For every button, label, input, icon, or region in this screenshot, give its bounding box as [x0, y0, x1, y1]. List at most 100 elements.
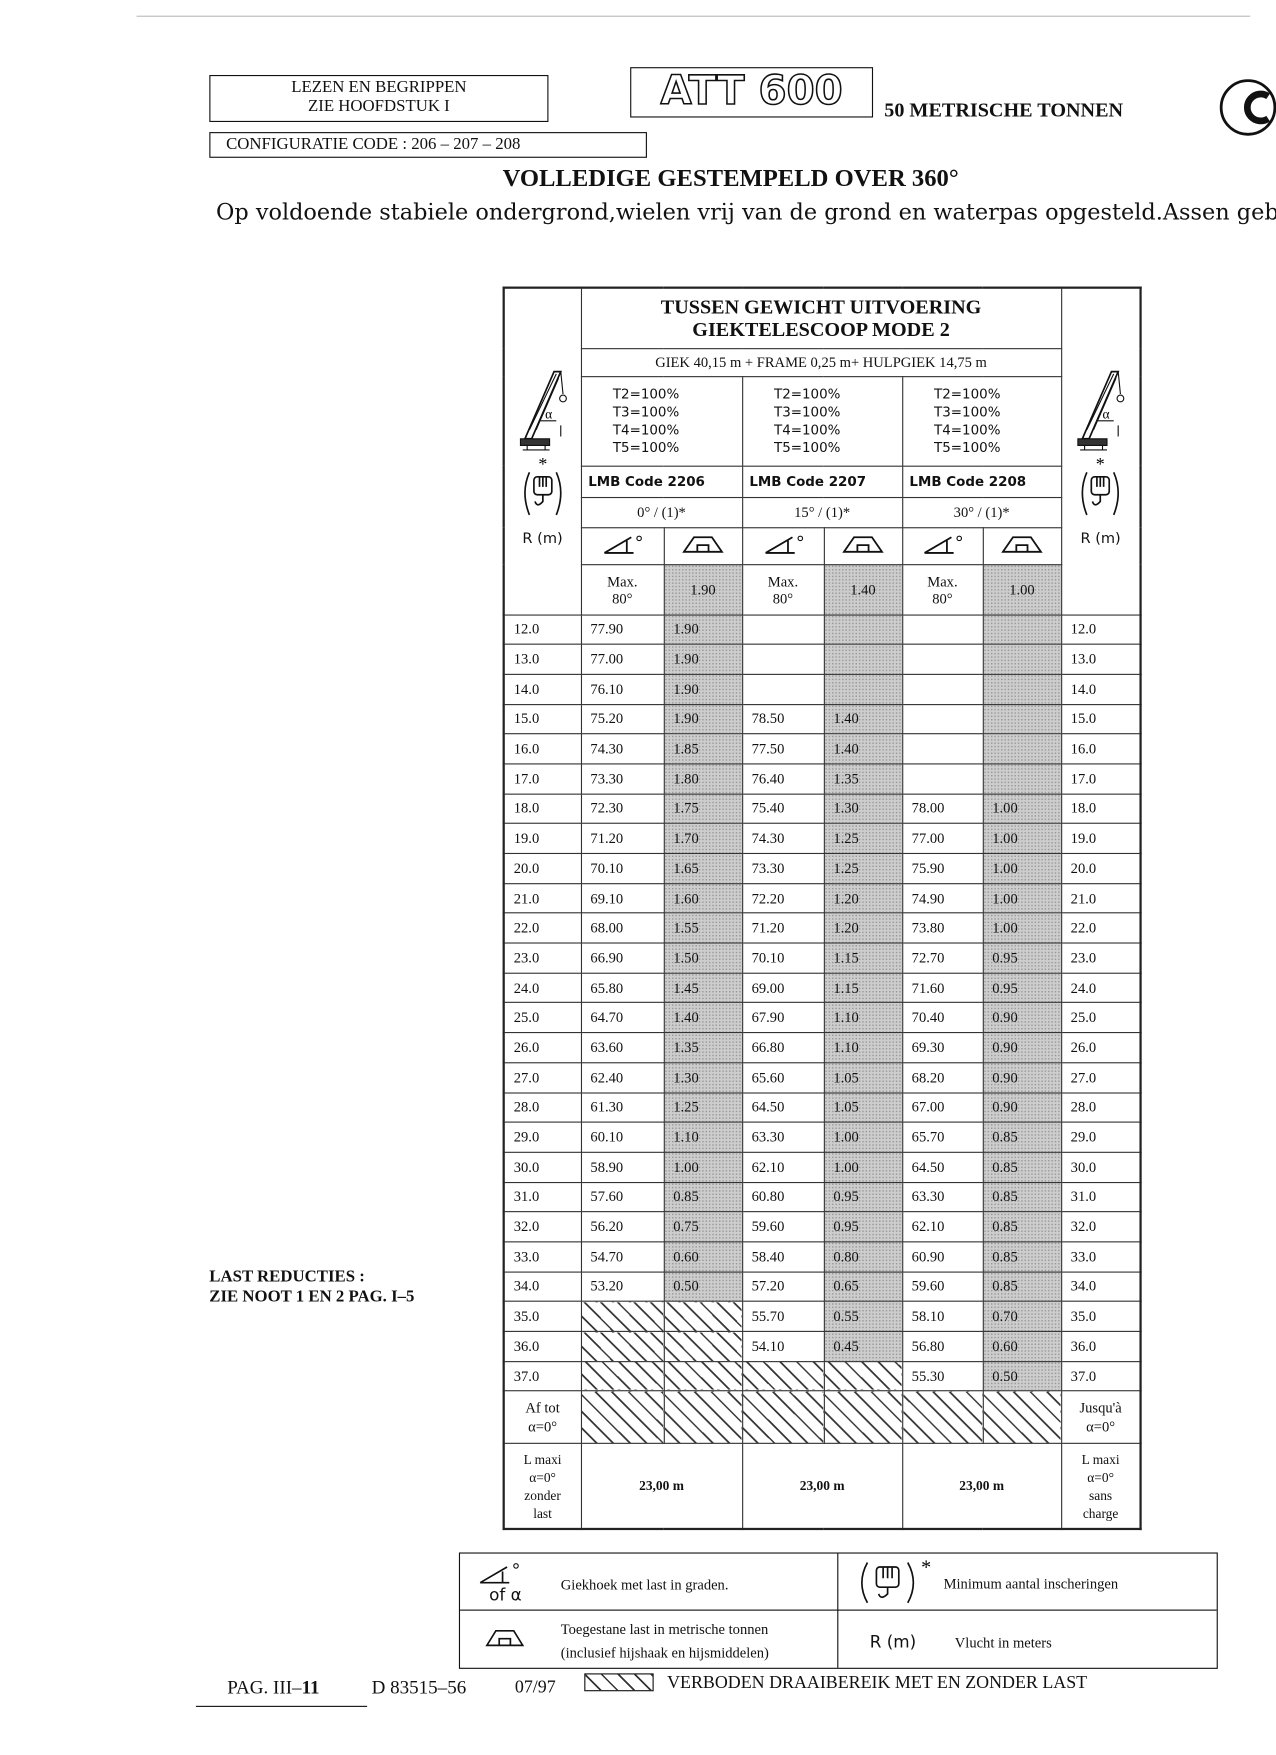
- radius-value: 1.65: [663, 852, 743, 884]
- data-row: 33.0 54.70 0.60 58.40 0.80 60.90 0.85 33.0: [503, 1241, 1142, 1273]
- load-value: 53.20: [580, 1271, 665, 1303]
- load-value: 76.10: [580, 673, 665, 705]
- load-icon: [825, 532, 901, 559]
- radius: 15.0: [503, 703, 582, 735]
- max-angle: Max. 80°: [580, 563, 665, 616]
- radius: 27.0: [503, 1062, 582, 1093]
- telescope: T2=100%: [773, 386, 841, 402]
- radius: 35.0: [503, 1300, 582, 1332]
- load-value: 59.60: [901, 1271, 984, 1303]
- load-value: 66.90: [580, 942, 665, 974]
- legend: of α Giekhoek met last in graden. * Mini…: [458, 1552, 1218, 1669]
- radius-value: 1.75: [663, 793, 743, 825]
- radius-value: [982, 613, 1062, 645]
- radius: 21.0: [1060, 882, 1142, 914]
- radius: 24.0: [1060, 972, 1142, 1004]
- zero-row: Af tot α=0° Jusqu'à α=0°: [503, 1390, 1142, 1445]
- telescope: T4=100%: [773, 421, 841, 438]
- radius-value: [823, 613, 903, 645]
- angle-icon-part: [956, 535, 963, 541]
- load-value: 69.30: [901, 1032, 984, 1064]
- radius-value: 1.50: [663, 942, 743, 974]
- hook-icon: *: [505, 454, 580, 524]
- radius: 25.0: [503, 1002, 582, 1034]
- load-value: [741, 673, 825, 705]
- radius-value: 0.70: [982, 1300, 1062, 1332]
- load-value: 62.40: [580, 1062, 665, 1093]
- radius: 36.0: [503, 1330, 582, 1362]
- load-value: 57.20: [741, 1271, 825, 1303]
- forbidden: [741, 1390, 825, 1445]
- telescope: T5=100%: [773, 439, 841, 456]
- data-row: 29.0 60.10 1.10 63.30 1.00 65.70 0.85 29.0: [503, 1121, 1142, 1153]
- lmax-label: L maxi α=0° sans charge: [1060, 1443, 1142, 1530]
- data-row: 31.0 57.60 0.85 60.80 0.95 63.30 0.85 31.0: [503, 1181, 1142, 1213]
- radius: 30.0: [503, 1151, 582, 1183]
- radius: 18.0: [1060, 793, 1142, 825]
- load-value: 63.30: [901, 1181, 984, 1213]
- table-title-line: GIEKTELESCOOP MODE 2: [692, 318, 950, 341]
- radius: 37.0: [1060, 1360, 1142, 1392]
- read-notice-line: LEZEN EN BEGRIPPEN: [291, 78, 467, 97]
- load-icon-part: [842, 535, 884, 553]
- angle-icon-part: [603, 535, 642, 554]
- svg-text:*: *: [921, 1558, 930, 1579]
- table-title-line: TUSSEN GEWICHT UITVOERING: [660, 295, 982, 319]
- radius: 28.0: [1060, 1091, 1142, 1123]
- max-angle-line: 80°: [772, 589, 794, 607]
- angle-icon-part: [764, 535, 803, 554]
- radius-value: 1.00: [982, 882, 1062, 914]
- hook-icon-part: *: [523, 454, 562, 516]
- load-value: 56.20: [580, 1211, 665, 1243]
- header-row: T2=100% T3=100% T4=100% T5=100% T2=100% T3=10…: [504, 375, 1141, 467]
- radius: 19.0: [503, 823, 582, 855]
- model: ATT 600: [660, 67, 844, 115]
- load-value: 58.40: [741, 1241, 825, 1273]
- load-value: 60.90: [901, 1241, 984, 1273]
- crane-icon-part: α: [1077, 370, 1125, 451]
- header-row: 0° / (1)* 15° / (1)* 30° / (1)*: [504, 496, 1141, 528]
- radius: 26.0: [503, 1032, 582, 1064]
- radius: 29.0: [503, 1121, 582, 1153]
- telescopes: T2=100% T3=100% T4=100% T5=100%: [741, 375, 903, 467]
- radius: 36.0: [1060, 1330, 1142, 1362]
- radius: 35.0: [1060, 1300, 1142, 1332]
- load-value: 61.30: [580, 1091, 665, 1123]
- hook-icon-part: [1081, 472, 1120, 516]
- telescope: T4=100%: [612, 421, 680, 438]
- load-value: 77.90: [580, 613, 665, 645]
- radius-value: [823, 643, 903, 675]
- lmax-label-line: zonder: [524, 1487, 561, 1503]
- radius-value: 1.35: [823, 763, 903, 795]
- subtitle: Op voldoende stabiele ondergrond,wielen …: [216, 198, 1276, 225]
- radius-value: 0.90: [982, 1062, 1062, 1093]
- data-row: 13.0 77.00 1.90 13.0: [503, 643, 1142, 675]
- telescope: T2=100%: [934, 386, 1001, 402]
- angle-icon-part: [603, 535, 634, 554]
- data-row: 16.0 74.30 1.85 77.50 1.40 16.0: [503, 733, 1142, 765]
- load-value: 71.20: [741, 912, 825, 944]
- radius-value: [982, 643, 1062, 675]
- load-value: 71.20: [580, 823, 665, 855]
- radius-value: 0.85: [982, 1121, 1062, 1153]
- radius-symbol: R (m): [869, 1631, 917, 1653]
- load-value: 58.90: [580, 1151, 665, 1183]
- model-box: ATT 600: [630, 67, 874, 118]
- ce-logo: [1219, 79, 1276, 136]
- load-value: 64.50: [901, 1151, 984, 1183]
- radius-value: 1.00: [823, 1151, 903, 1183]
- radius: 28.0: [503, 1091, 582, 1123]
- radius-value: [982, 703, 1062, 735]
- angle-icon: [903, 531, 981, 560]
- load-value: 72.70: [901, 942, 984, 974]
- load-icon-cell: [982, 526, 1062, 565]
- crane-icon-part: [519, 438, 550, 451]
- max-angle-line: Max.: [607, 572, 638, 590]
- falls-text: Minimum aantal inscheringen: [943, 1574, 1119, 1592]
- radius-value: 0.60: [663, 1241, 743, 1273]
- radius-value: 1.10: [663, 1121, 743, 1153]
- forbidden: [982, 1390, 1062, 1445]
- angle-icon-cell: [741, 526, 825, 565]
- telescope: T4=100%: [934, 421, 1001, 438]
